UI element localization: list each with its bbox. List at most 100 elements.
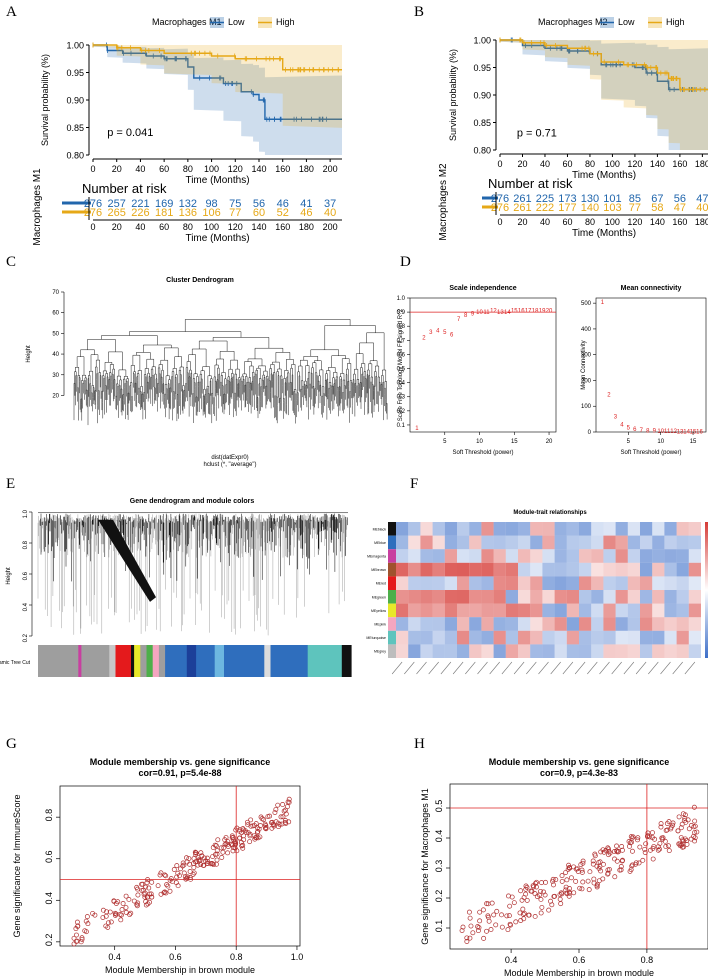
risk-count-low: 132: [179, 198, 197, 210]
risk-x-tick-label: 120: [627, 217, 642, 227]
heatmap-cell: [566, 562, 579, 577]
chart-title: Gene dendrogram and module colors: [130, 498, 255, 505]
gene-point: [692, 838, 698, 844]
gene-point: [191, 865, 197, 870]
module-color-band: [131, 645, 135, 677]
gene-point: [285, 799, 291, 805]
heatmap-cell: [554, 562, 567, 577]
column-label-mark: [599, 661, 610, 675]
heatmap-cell: [408, 644, 421, 658]
x-tick-label: 120: [627, 159, 642, 169]
heatmap-cell: [444, 630, 457, 645]
gene-point: [542, 892, 548, 898]
gene-point: [587, 869, 593, 875]
heatmap-cell: [444, 617, 457, 631]
gene-point: [123, 893, 129, 899]
risk-x-axis-label: Time (Months): [572, 228, 636, 239]
heatmap-cell: [688, 630, 701, 645]
dendrogram-cluster-mass: [98, 519, 156, 602]
y-tick-label: 100: [581, 404, 592, 410]
x-tick-label: 120: [228, 164, 243, 174]
heatmap-cell: [676, 617, 689, 631]
colorbar: [705, 522, 708, 658]
gene-point: [262, 821, 268, 827]
gene-point: [240, 842, 246, 848]
y-axis-label: Height: [26, 345, 32, 363]
heatmap-cell: [627, 630, 640, 645]
module-swatch: [388, 535, 396, 550]
power-point: 13: [677, 429, 684, 435]
gene-point: [590, 858, 596, 864]
power-point: 3: [614, 415, 618, 421]
y-tick-label: 1.0: [397, 296, 406, 302]
heatmap-cell: [615, 617, 628, 631]
gene-point: [221, 845, 227, 851]
y-tick-label: 0.1: [434, 920, 444, 933]
power-point: 6: [633, 427, 637, 433]
module-swatch: [388, 617, 396, 631]
gene-point: [504, 913, 510, 919]
heatmap-cell: [396, 590, 409, 604]
gene-point: [187, 869, 193, 874]
heatmap-cell: [554, 535, 567, 550]
gene-point: [464, 939, 470, 944]
heatmap-cell: [554, 644, 567, 658]
gene-point: [551, 882, 556, 888]
gene-point: [606, 846, 612, 852]
heatmap-cell: [469, 630, 482, 645]
gene-point: [275, 802, 281, 808]
heatmap-cell: [676, 590, 689, 604]
x-tick-label: 0.4: [505, 955, 518, 965]
module-color-band: [307, 645, 343, 677]
heatmap-cell: [542, 576, 555, 590]
heatmap-cell: [652, 630, 665, 645]
power-point: 11: [483, 310, 490, 316]
gene-point: [679, 821, 685, 827]
risk-x-tick-label: 180: [695, 217, 708, 227]
heatmap-cell: [444, 576, 457, 590]
dendrogram-branches: [73, 319, 388, 426]
risk-x-tick-label: 100: [605, 217, 620, 227]
heatmap-cell: [420, 522, 433, 536]
heatmap-cell: [396, 644, 409, 658]
gene-point: [691, 833, 697, 839]
heatmap-cell: [640, 590, 653, 604]
gene-point: [574, 866, 580, 872]
x-tick-label: 40: [540, 159, 550, 169]
heatmap-cell: [530, 630, 543, 645]
power-point: 5: [627, 425, 631, 431]
heatmap-cell: [664, 644, 677, 658]
y-tick-label: 200: [581, 378, 592, 384]
heatmap-cell: [542, 630, 555, 645]
risk-count-high: 276: [491, 202, 509, 214]
y-tick-label: 0.8: [397, 324, 406, 330]
heatmap-cell: [457, 549, 470, 563]
gene-point: [643, 841, 649, 847]
gene-point: [85, 921, 91, 927]
gene-point: [79, 936, 85, 942]
heatmap-cell: [420, 590, 433, 604]
gene-point: [210, 861, 215, 867]
module-color-band: [140, 645, 147, 677]
module-swatch: [388, 562, 396, 577]
y-tick-label: 0.3: [397, 395, 406, 401]
gene-point: [180, 860, 186, 866]
heatmap-cell: [688, 535, 701, 550]
column-label-mark: [611, 661, 622, 675]
panel-label-d: D: [400, 254, 411, 270]
gene-point: [681, 838, 687, 844]
heatmap-cell: [530, 603, 543, 618]
heatmap-cell: [481, 590, 494, 604]
heatmap-cell: [420, 630, 433, 645]
gene-point: [250, 823, 256, 829]
km-curve-low: [500, 39, 708, 91]
gene-point: [635, 835, 641, 841]
module-color-band: [214, 645, 225, 677]
heatmap-cell: [481, 630, 494, 645]
gene-point: [257, 834, 263, 840]
heatmap-cell: [505, 576, 518, 590]
gene-point: [528, 888, 534, 894]
risk-count-high: 46: [300, 207, 312, 219]
risk-count-high: 177: [558, 202, 576, 214]
heatmap-cell: [493, 644, 506, 658]
